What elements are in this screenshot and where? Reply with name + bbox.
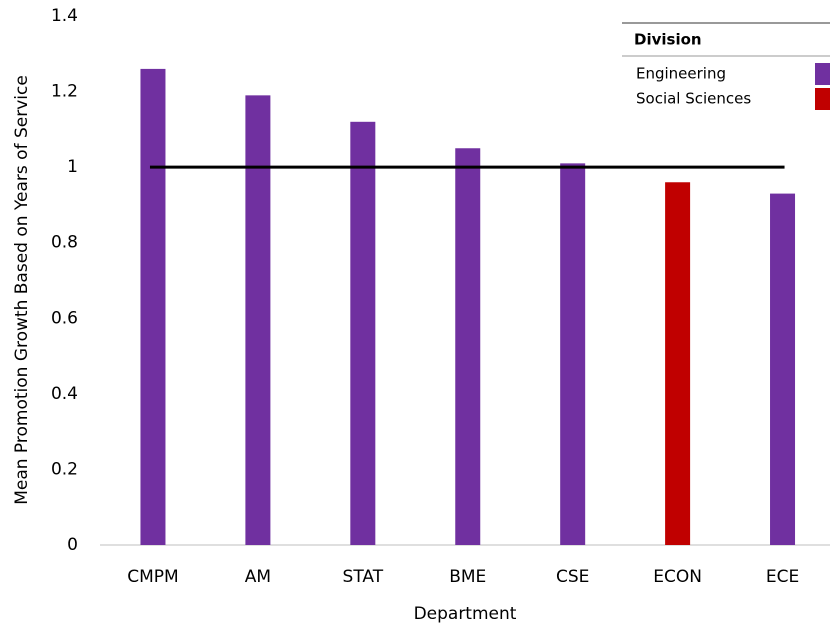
legend-label: Social Sciences	[636, 90, 751, 108]
y-tick-label: 0	[67, 535, 78, 555]
bar	[770, 193, 796, 546]
x-tick-label: BME	[449, 567, 486, 587]
x-tick-label: ECE	[766, 567, 799, 587]
bar	[350, 121, 376, 546]
x-tick-label: AM	[245, 567, 271, 587]
y-tick-label: 1.4	[51, 6, 78, 26]
bar	[455, 148, 481, 545]
y-tick-label: 1	[67, 157, 78, 177]
legend-swatch	[815, 63, 830, 85]
x-axis-title: Department	[414, 604, 517, 624]
bar	[245, 95, 271, 545]
y-tick-label: 1.2	[51, 82, 78, 102]
bar	[665, 182, 691, 545]
y-tick-label: 0.6	[51, 308, 78, 328]
y-tick-label: 0.4	[51, 384, 78, 404]
bar	[140, 68, 166, 546]
x-tick-label: STAT	[343, 567, 384, 587]
x-tick-label: CSE	[556, 567, 589, 587]
x-tick-label: ECON	[653, 567, 702, 587]
bar	[560, 163, 586, 545]
y-axis-title: Mean Promotion Growth Based on Years of …	[12, 75, 32, 505]
legend-title: Division	[634, 31, 702, 49]
legend-swatch	[815, 88, 830, 110]
y-tick-label: 0.8	[51, 233, 78, 253]
x-tick-label: CMPM	[127, 567, 178, 587]
y-tick-label: 0.2	[51, 459, 78, 479]
legend-label: Engineering	[636, 65, 726, 83]
